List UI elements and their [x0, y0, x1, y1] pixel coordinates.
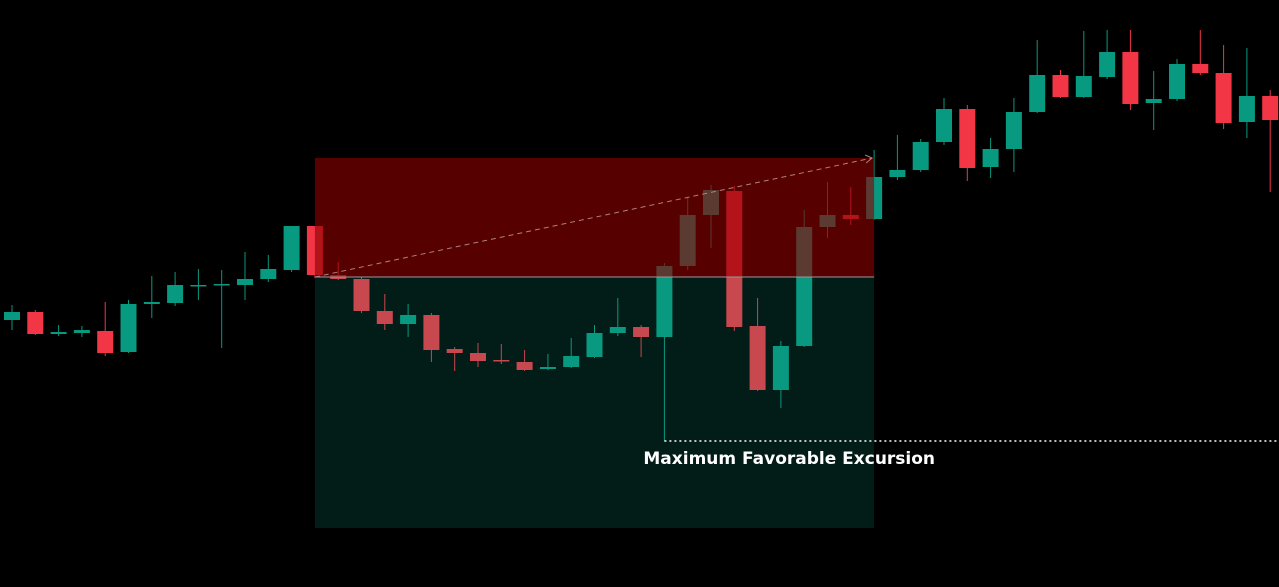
- candle-body: [609, 327, 626, 333]
- candle-body: [493, 360, 510, 362]
- candle-body: [237, 279, 253, 285]
- candle-body: [772, 346, 789, 390]
- candle-body: [283, 226, 300, 270]
- candle-body: [1215, 73, 1232, 123]
- candle-body: [446, 349, 463, 353]
- candle-body: [539, 367, 556, 369]
- candle-body: [470, 353, 486, 361]
- candle-body: [260, 269, 277, 279]
- candle-body: [190, 285, 207, 287]
- candle-body: [1262, 96, 1279, 120]
- candle-body: [1052, 75, 1069, 97]
- candle-body: [4, 312, 20, 320]
- candle-body: [167, 285, 184, 303]
- candle-body: [400, 315, 417, 324]
- candle-body: [1145, 99, 1162, 103]
- candle-body: [982, 149, 999, 167]
- mfe-label: Maximum Favorable Excursion: [643, 449, 935, 469]
- candle-body: [50, 332, 67, 334]
- candle-body: [912, 142, 929, 170]
- candle-body: [73, 330, 90, 333]
- candle-body: [120, 304, 137, 352]
- candle-body: [633, 327, 650, 337]
- trade-arrow: [864, 154, 874, 164]
- candle-body: [1005, 112, 1022, 149]
- candle-body: [563, 356, 580, 367]
- candle-body: [27, 312, 44, 334]
- candle-body: [1099, 52, 1116, 77]
- stop-zone: [314, 158, 875, 277]
- target-zone: [314, 277, 875, 528]
- candle-body: [143, 302, 160, 304]
- candle-body: [889, 170, 906, 177]
- candle-body: [586, 333, 603, 357]
- candle-body: [97, 331, 114, 353]
- candle-body: [959, 109, 976, 168]
- candle-body: [1075, 76, 1092, 97]
- candle-body: [1238, 96, 1255, 122]
- candle-body: [376, 311, 393, 324]
- candle-body: [1122, 52, 1139, 104]
- candle-body: [1169, 64, 1185, 99]
- trade-path: [314, 157, 873, 278]
- candle-body: [749, 326, 766, 390]
- candle-body: [936, 109, 952, 142]
- candle-body: [1029, 75, 1046, 112]
- candle-body: [656, 266, 673, 337]
- candle-body: [213, 284, 230, 286]
- candle-body: [1192, 64, 1209, 73]
- candle-body: [353, 279, 370, 311]
- candle-body: [516, 362, 533, 370]
- candle-body: [423, 315, 440, 350]
